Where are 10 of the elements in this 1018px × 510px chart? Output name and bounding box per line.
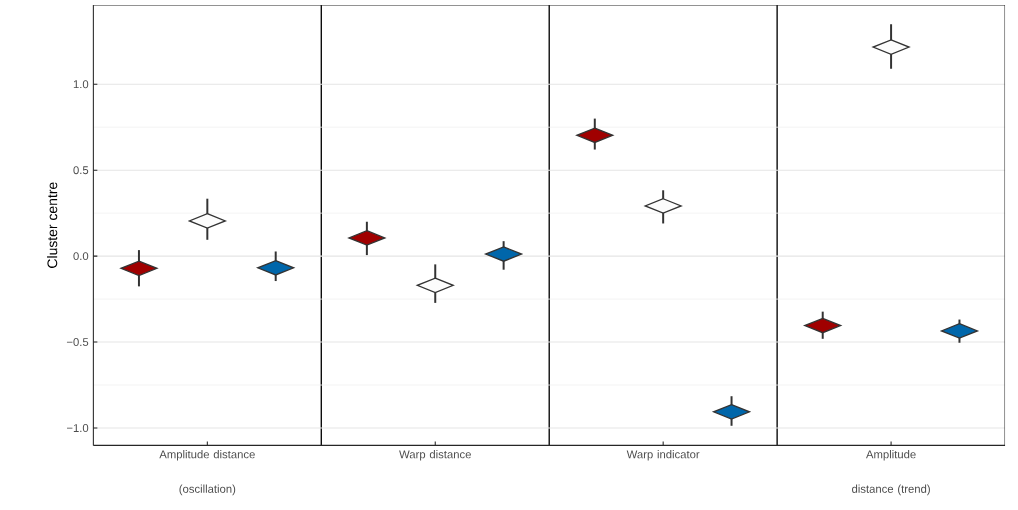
y-tick-label: 0.5 [73,166,89,175]
x-tick-label: Warp indicator [626,450,700,461]
y-tick-label: 0.0 [73,252,89,261]
y-tick-label: 1.0 [73,80,89,89]
category-label: Amplitude distance (trend) [852,450,930,496]
x-tick-label: Warp distance [399,450,471,461]
category-label: Amplitude distance (oscillation) [159,450,255,496]
y-tick-label: −0.5 [66,338,89,346]
y-axis-title: Cluster centre [47,182,58,268]
y-tick-label: −1.0 [66,423,89,432]
